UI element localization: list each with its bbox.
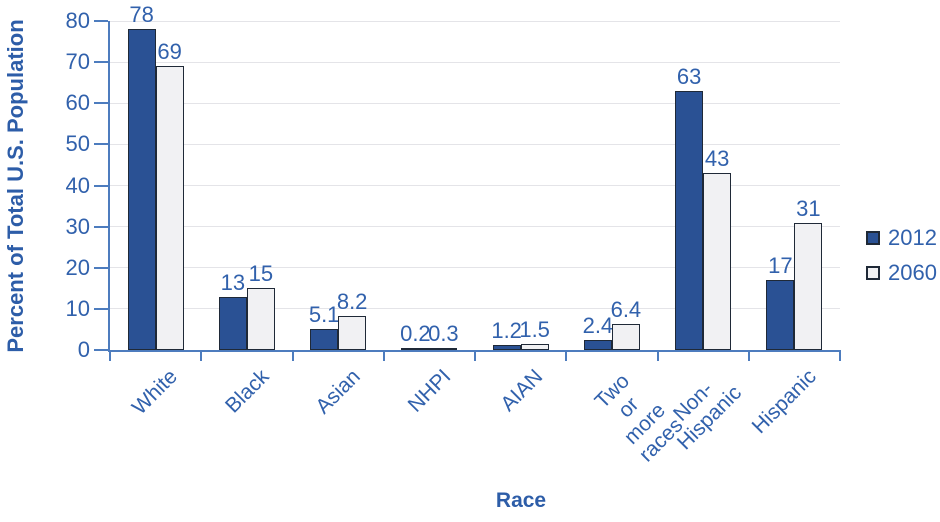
y-axis-tick-10: [94, 307, 108, 310]
bar-2012-white: [127, 29, 156, 350]
y-tick-label-50: 50: [65, 131, 90, 157]
bar-2060-hispanic: [794, 222, 823, 350]
category-label-asian: Asian: [310, 365, 365, 419]
y-axis-tick-20: [94, 266, 108, 269]
x-axis-tick-1: [200, 350, 203, 361]
legend-label-2012: 2012: [888, 225, 937, 250]
value-label-2060-non-hispanic: 43: [704, 146, 730, 172]
gridline-30: [110, 226, 840, 228]
category-label-hispanic: Hispanic: [747, 365, 821, 439]
y-axis-tick-70: [94, 61, 108, 64]
bar-2012-non-hispanic: [675, 90, 704, 350]
y-axis-tick-60: [94, 102, 108, 105]
gridline-60: [110, 102, 840, 104]
y-axis-tick-0: [94, 349, 108, 351]
category-label-aian: AIAN: [495, 365, 547, 416]
value-label-2012-asian: 5.1: [308, 302, 340, 328]
value-label-2060-nhpi: 0.3: [428, 320, 459, 346]
y-axis-tick-50: [94, 143, 108, 146]
x-axis-tick-4: [474, 350, 476, 361]
x-axis-tick-6: [656, 350, 659, 361]
legend-label-2060: 2060: [888, 260, 937, 285]
bar-2012-aian: [492, 345, 521, 350]
x-axis-tick-7: [747, 350, 750, 361]
x-axis-tick-3: [382, 350, 385, 361]
bar-2012-asian: [310, 329, 339, 350]
legend-item-2060: 2060: [866, 261, 937, 285]
y-tick-label-20: 20: [65, 254, 90, 280]
gridline-10: [110, 308, 840, 310]
y-tick-label-80: 80: [65, 8, 90, 33]
value-label-2060-aian: 1.5: [519, 316, 550, 342]
plot-area: 0 10 20 30 40 50 60 70 80 78 69 White 13 15 Black 5.1 8.…: [66, 4, 841, 466]
value-label-2012-white: 78: [129, 2, 154, 28]
value-label-2060-asian: 8.2: [336, 289, 368, 315]
x-axis-tick-0: [109, 350, 111, 361]
value-label-2012-hispanic: 17: [768, 253, 793, 279]
bar-2060-black: [246, 288, 275, 350]
gridline-50: [110, 143, 840, 145]
x-axis-tick-5: [565, 350, 568, 361]
y-tick-label-10: 10: [65, 295, 90, 321]
bar-2060-white: [155, 66, 184, 350]
x-axis-tick-2: [291, 350, 294, 361]
y-axis-tick-30: [94, 225, 108, 228]
y-axis-tick-40: [94, 184, 108, 187]
gridline-70: [110, 61, 840, 63]
legend-item-2012: 2012: [866, 226, 937, 250]
y-tick-label-70: 70: [65, 49, 90, 75]
bar-2060-aian: [520, 343, 549, 350]
value-label-2060-hispanic: 31: [796, 195, 821, 221]
value-label-2060-two-or-more-races: 6.4: [610, 296, 642, 322]
gridline-20: [110, 267, 840, 269]
gridline-40: [110, 185, 840, 186]
value-label-2012-black: 13: [220, 269, 246, 295]
value-label-2012-nhpi: 0.2: [400, 320, 431, 346]
value-label-2060-black: 15: [248, 261, 274, 287]
y-tick-label-60: 60: [65, 90, 90, 116]
legend: 2012 2060: [866, 226, 937, 296]
bar-2012-black: [218, 296, 247, 350]
x-axis-tick-8: [839, 350, 841, 361]
legend-swatch-2012: [866, 231, 880, 245]
category-label-black: Black: [220, 365, 274, 418]
bar-2012-two-or-more-races: [583, 340, 612, 350]
bar-2060-non-hispanic: [703, 173, 732, 350]
y-axis-tick-80: [94, 20, 108, 22]
y-tick-label-0: 0: [77, 337, 90, 362]
category-label-white: White: [127, 365, 182, 420]
value-label-2012-non-hispanic: 63: [676, 63, 702, 89]
gridline-80: [110, 20, 840, 22]
bar-2060-nhpi: [429, 347, 458, 350]
value-label-2012-two-or-more-races: 2.4: [582, 313, 614, 339]
bar-2060-asian: [338, 316, 367, 350]
value-label-2060-white: 69: [157, 39, 182, 65]
x-axis-title: Race: [495, 489, 547, 512]
y-tick-label-30: 30: [65, 213, 90, 239]
value-label-2012-aian: 1.2: [491, 318, 522, 344]
y-tick-label-40: 40: [65, 172, 90, 198]
legend-swatch-2060: [866, 266, 880, 280]
bar-2012-nhpi: [401, 347, 430, 350]
bar-2012-hispanic: [766, 280, 795, 350]
bar-2060-two-or-more-races: [611, 323, 640, 350]
category-label-nhpi: NHPI: [403, 365, 456, 417]
y-axis-title: Percent of Total U.S. Population: [3, 19, 28, 353]
